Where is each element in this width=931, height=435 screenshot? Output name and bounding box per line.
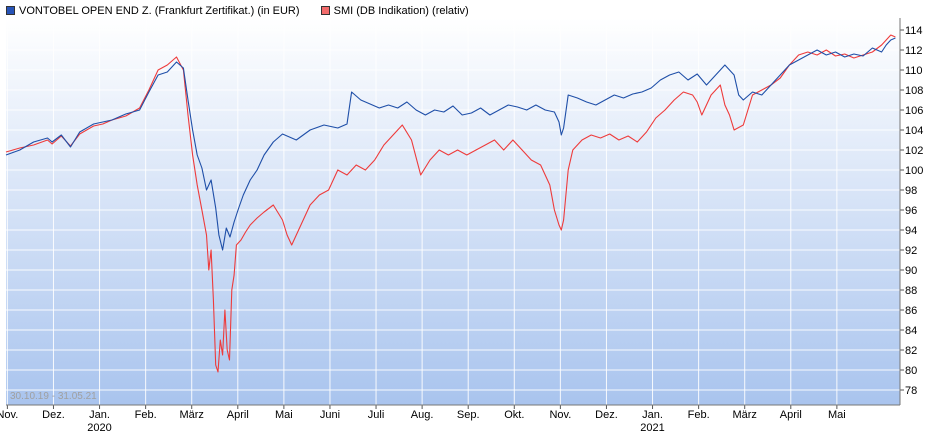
y-tick-label: 78 [905,385,917,397]
y-tick-label: 88 [905,285,917,297]
y-tick-label: 104 [905,125,923,137]
x-tick-label: April [780,409,802,421]
legend-item-smi: SMI (DB Indikation) (relativ) [320,5,469,17]
x-tick-label: Aug. [411,409,434,421]
x-year-label: 2021 [640,422,664,434]
x-tick-label: April [227,409,249,421]
x-tick-label: Mai [828,409,846,421]
legend-swatch-vontobel [6,6,15,15]
y-tick-label: 102 [905,145,923,157]
legend-label-vontobel: VONTOBEL OPEN END Z. (Frankfurt Zertifik… [19,5,300,17]
x-tick-label: Jan. [89,409,110,421]
series-line-smi [5,34,896,373]
plot-background [6,18,900,405]
y-tick-label: 106 [905,105,923,117]
legend-item-vontobel: VONTOBEL OPEN END Z. (Frankfurt Zertifik… [6,5,300,17]
x-year-label: 2020 [87,422,111,434]
x-tick-label: Dez. [42,409,65,421]
series-line-vontobel [5,37,896,251]
x-tick-label: Juni [320,409,340,421]
y-tick-label: 114 [905,25,923,37]
y-tick-label: 110 [905,65,923,77]
y-tick-label: 80 [905,365,917,377]
y-tick-label: 100 [905,165,923,177]
y-tick-label: 112 [905,45,923,57]
x-tick-label: Mai [275,409,293,421]
y-tick-label: 98 [905,185,917,197]
x-tick-label: Sep. [457,409,480,421]
x-tick-label: März [732,409,756,421]
y-tick-label: 94 [905,225,917,237]
x-tick-label: Jan. [642,409,663,421]
x-tick-label: Nov. [549,409,571,421]
y-tick-label: 84 [905,325,917,337]
date-range-label: 30.10.19 - 31.05.21 [10,391,97,402]
x-tick-label: März [179,409,203,421]
x-tick-label: Feb. [135,409,157,421]
y-tick-label: 82 [905,345,917,357]
chart-legend: VONTOBEL OPEN END Z. (Frankfurt Zertifik… [6,5,487,17]
x-tick-label: Dez. [595,409,618,421]
legend-label-smi: SMI (DB Indikation) (relativ) [333,5,469,17]
x-tick-label: Juli [368,409,385,421]
legend-swatch-smi [320,6,330,15]
x-tick-label: Okt. [504,409,524,421]
y-tick-label: 108 [905,85,923,97]
x-tick-label: Feb. [688,409,710,421]
x-tick-label: Nov. [0,409,18,421]
y-tick-label: 96 [905,205,917,217]
y-tick-label: 90 [905,265,917,277]
y-tick-label: 86 [905,305,917,317]
y-tick-label: 92 [905,245,917,257]
